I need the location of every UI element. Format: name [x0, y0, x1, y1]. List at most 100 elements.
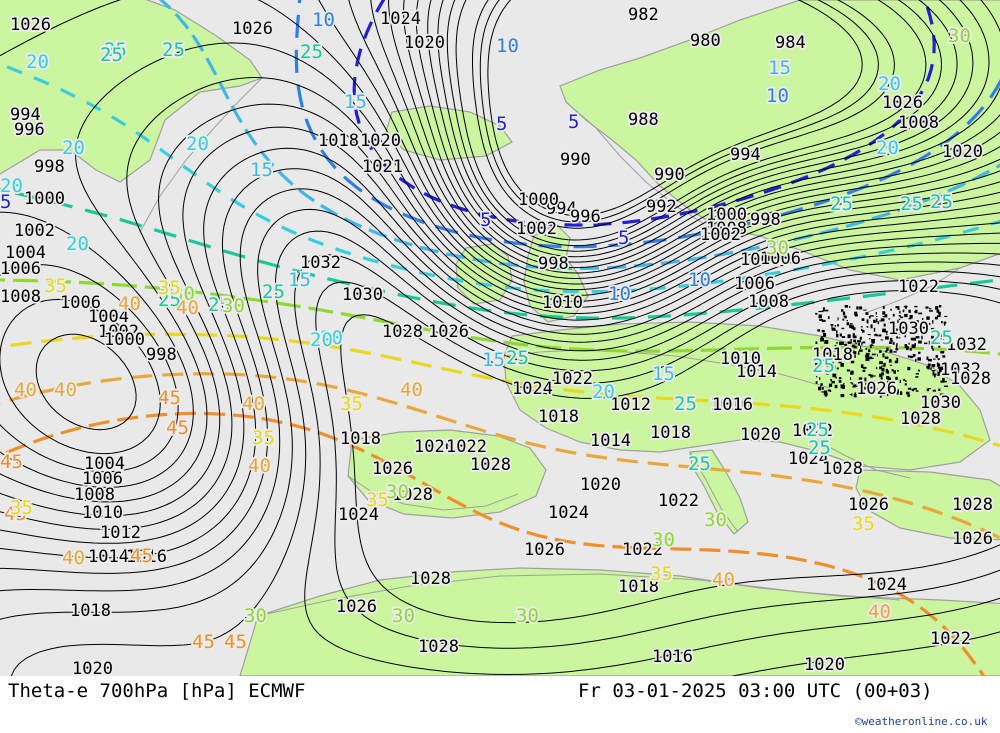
terrain-speck: [908, 309, 911, 313]
svg-text:1012: 1012: [610, 395, 651, 415]
terrain-speck: [824, 340, 829, 344]
isobar-988: [455, 0, 927, 241]
terrain-speck: [895, 306, 898, 309]
svg-text:30: 30: [948, 25, 971, 47]
terrain-speck: [841, 309, 844, 312]
terrain-speck: [933, 374, 936, 378]
terrain-speck: [834, 384, 838, 389]
svg-text:10: 10: [688, 269, 711, 291]
terrain-speck: [826, 372, 829, 375]
terrain-speck: [852, 386, 856, 388]
isobar-1022: [0, 188, 1000, 592]
svg-text:1006: 1006: [60, 293, 101, 313]
terrain-speck: [875, 318, 878, 323]
terrain-speck: [906, 345, 908, 349]
svg-text:35: 35: [10, 497, 33, 519]
svg-text:25: 25: [162, 39, 185, 61]
isobar-1020: [0, 168, 1000, 574]
svg-text:20: 20: [310, 329, 333, 351]
terrain-speck: [904, 380, 907, 382]
terrain-speck: [847, 341, 852, 344]
terrain-speck: [877, 321, 879, 325]
terrain-speck: [875, 367, 878, 370]
terrain-speck: [927, 358, 932, 362]
terrain-speck: [839, 333, 842, 337]
terrain-speck: [941, 321, 943, 324]
terrain-speck: [898, 318, 901, 320]
terrain-speck: [849, 323, 853, 325]
svg-text:1028: 1028: [382, 322, 423, 342]
terrain-speck: [906, 348, 909, 351]
svg-text:30: 30: [392, 605, 415, 627]
terrain-speck: [885, 336, 889, 340]
terrain-speck: [836, 330, 838, 334]
terrain-speck: [844, 343, 848, 346]
svg-text:1028: 1028: [950, 369, 991, 389]
svg-text:25: 25: [674, 393, 697, 415]
terrain-speck: [926, 388, 930, 392]
terrain-speck: [817, 329, 821, 332]
svg-text:1016: 1016: [652, 647, 693, 667]
terrain-speck: [904, 322, 907, 327]
terrain-speck: [830, 324, 834, 326]
terrain-speck: [878, 334, 882, 337]
svg-text:25: 25: [808, 437, 831, 459]
weather-map-canvas[interactable]: 1026 1026 1026 1026 1020 1020 1024 1024 982 982 98…: [0, 0, 1000, 676]
terrain-speck: [918, 312, 923, 315]
terrain-speck: [849, 355, 853, 357]
terrain-speck: [915, 358, 917, 362]
svg-text:1028: 1028: [822, 459, 863, 479]
terrain-speck: [942, 355, 946, 358]
svg-text:25: 25: [158, 289, 181, 311]
svg-text:40: 40: [242, 393, 265, 415]
terrain-speck: [924, 325, 929, 329]
terrain-speck: [896, 336, 899, 339]
svg-text:1004: 1004: [5, 243, 46, 263]
terrain-speck: [872, 341, 875, 344]
terrain-speck: [881, 367, 885, 372]
terrain-speck: [931, 370, 936, 372]
terrain-speck: [834, 325, 837, 327]
svg-text:1008: 1008: [0, 287, 41, 307]
svg-text:35: 35: [252, 427, 275, 449]
svg-text:35: 35: [366, 489, 389, 511]
svg-text:1008: 1008: [898, 113, 939, 133]
terrain-speck: [942, 378, 945, 382]
terrain-speck: [820, 384, 822, 387]
terrain-speck: [823, 333, 827, 337]
svg-text:988: 988: [628, 110, 659, 130]
terrain-speck: [861, 318, 865, 321]
isobar-992: [437, 0, 958, 252]
footer-valid-time: Fr 03-01-2025 03:00 UTC (00+03): [578, 680, 933, 702]
terrain-speck: [915, 373, 919, 375]
terrain-speck: [944, 369, 947, 374]
svg-text:1006: 1006: [0, 259, 41, 279]
terrain-speck: [830, 379, 833, 382]
coastline: [505, 349, 831, 389]
terrain-speck: [868, 374, 871, 376]
terrain-speck: [914, 310, 916, 313]
svg-text:25: 25: [900, 193, 923, 215]
svg-text:994: 994: [546, 199, 577, 219]
svg-text:1022: 1022: [446, 437, 487, 457]
land-polygon: [523, 223, 589, 323]
svg-text:1022: 1022: [552, 369, 593, 389]
terrain-speck: [869, 356, 873, 360]
svg-text:40: 40: [712, 569, 735, 591]
terrain-speck: [816, 358, 820, 361]
svg-text:1002: 1002: [98, 322, 139, 342]
svg-text:1018: 1018: [618, 577, 659, 597]
terrain-speck: [916, 320, 919, 324]
terrain-speck: [896, 357, 899, 362]
